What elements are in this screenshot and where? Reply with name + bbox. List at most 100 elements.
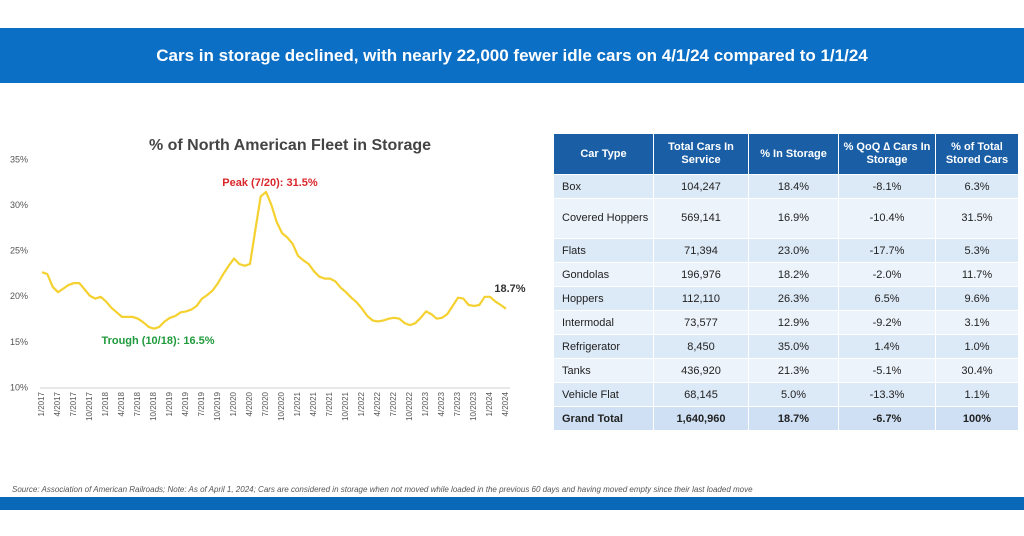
- table-cell: 16.9%: [748, 198, 839, 239]
- x-tick-label: 1/2018: [101, 391, 110, 416]
- storage-line: [41, 190, 507, 330]
- x-tick-label: 4/2018: [117, 391, 126, 416]
- column-header: Total Cars In Service: [653, 133, 749, 175]
- y-tick-label: 35%: [10, 154, 28, 164]
- annotation: 18.7%: [494, 283, 525, 295]
- total-row: Grand Total 1,640,960 18.7% -6.7% 100%: [553, 406, 1019, 431]
- table-cell: Box: [553, 174, 654, 199]
- x-tick-label: 10/2023: [469, 391, 478, 420]
- table-cell: 73,577: [653, 310, 749, 335]
- table-cell: -8.1%: [838, 174, 936, 199]
- table-cell: 1.1%: [935, 382, 1019, 407]
- table-cell: 12.9%: [748, 310, 839, 335]
- source-note: Source: Association of American Railroad…: [12, 485, 753, 494]
- table-cell: 11.7%: [935, 262, 1019, 287]
- x-tick-label: 4/2023: [437, 391, 446, 416]
- annotation: Trough (10/18): 16.5%: [101, 335, 214, 347]
- x-tick-label: 1/2017: [37, 391, 46, 416]
- table-cell: 436,920: [653, 358, 749, 383]
- table-cell: Covered Hoppers: [553, 198, 654, 239]
- x-tick-label: 10/2019: [213, 391, 222, 420]
- x-tick-label: 1/2024: [485, 391, 494, 416]
- chart: % of North American Fleet in Storage 10%…: [10, 137, 526, 421]
- x-tick-label: 10/2018: [149, 391, 158, 420]
- x-tick-label: 10/2021: [341, 391, 350, 420]
- column-header: Car Type: [553, 133, 654, 175]
- x-tick-label: 7/2023: [453, 391, 462, 416]
- table-cell: 8,450: [653, 334, 749, 359]
- table-cell: 5.3%: [935, 238, 1019, 263]
- x-tick-label: 4/2024: [501, 391, 510, 416]
- total-cell: 100%: [935, 406, 1019, 431]
- table-cell: 112,110: [653, 286, 749, 311]
- table-cell: 1.0%: [935, 334, 1019, 359]
- annotation: Peak (7/20): 31.5%: [222, 177, 318, 189]
- y-tick-label: 20%: [10, 291, 28, 301]
- table-row: Vehicle Flat 68,145 5.0% -13.3% 1.1%: [553, 382, 1019, 407]
- table-cell: 569,141: [653, 198, 749, 239]
- x-tick-label: 7/2020: [261, 391, 270, 416]
- x-tick-label: 1/2019: [165, 391, 174, 416]
- table-cell: 26.3%: [748, 286, 839, 311]
- table-row: Refrigerator 8,450 35.0% 1.4% 1.0%: [553, 334, 1019, 359]
- table-cell: 68,145: [653, 382, 749, 407]
- total-cell: 1,640,960: [653, 406, 749, 431]
- table-row: Box 104,247 18.4% -8.1% 6.3%: [553, 174, 1019, 199]
- table-row: Flats 71,394 23.0% -17.7% 5.3%: [553, 238, 1019, 263]
- x-tick-label: 4/2019: [181, 391, 190, 416]
- table-cell: Tanks: [553, 358, 654, 383]
- x-tick-label: 4/2022: [373, 391, 382, 416]
- y-tick-label: 25%: [10, 246, 28, 256]
- table-cell: 196,976: [653, 262, 749, 287]
- x-tick-label: 10/2020: [277, 391, 286, 420]
- table-cell: 21.3%: [748, 358, 839, 383]
- table-cell: 6.3%: [935, 174, 1019, 199]
- table-cell: Refrigerator: [553, 334, 654, 359]
- chart-title: % of North American Fleet in Storage: [149, 137, 431, 154]
- table-cell: 3.1%: [935, 310, 1019, 335]
- table-cell: Flats: [553, 238, 654, 263]
- y-tick-label: 10%: [10, 382, 28, 392]
- column-header: % In Storage: [748, 133, 839, 175]
- x-tick-label: 4/2017: [53, 391, 62, 416]
- table-cell: -17.7%: [838, 238, 936, 263]
- x-tick-label: 7/2018: [133, 391, 142, 416]
- table-cell: Gondolas: [553, 262, 654, 287]
- table-cell: Vehicle Flat: [553, 382, 654, 407]
- footer-bar: [0, 497, 1024, 510]
- table-row: Gondolas 196,976 18.2% -2.0% 11.7%: [553, 262, 1019, 287]
- x-tick-label: 4/2021: [309, 391, 318, 416]
- table-cell: -10.4%: [838, 198, 936, 239]
- table-cell: 5.0%: [748, 382, 839, 407]
- storage-table: Car Type Total Cars In Service% In Storag…: [553, 133, 1019, 431]
- table-cell: -9.2%: [838, 310, 936, 335]
- table-cell: 71,394: [653, 238, 749, 263]
- y-tick-label: 30%: [10, 200, 28, 210]
- table-cell: 9.6%: [935, 286, 1019, 311]
- table-cell: 31.5%: [935, 198, 1019, 239]
- x-tick-label: 1/2020: [229, 391, 238, 416]
- column-header: % of Total Stored Cars: [935, 133, 1019, 175]
- table-cell: 6.5%: [838, 286, 936, 311]
- x-tick-label: 10/2022: [405, 391, 414, 420]
- column-header: % QoQ ∆ Cars In Storage: [838, 133, 936, 175]
- table-cell: -13.3%: [838, 382, 936, 407]
- table-row: Intermodal 73,577 12.9% -9.2% 3.1%: [553, 310, 1019, 335]
- table-cell: 30.4%: [935, 358, 1019, 383]
- table-row: Covered Hoppers 569,141 16.9% -10.4% 31.5%: [553, 198, 1019, 239]
- x-tick-label: 1/2022: [357, 391, 366, 416]
- table-cell: 35.0%: [748, 334, 839, 359]
- banner-title: Cars in storage declined, with nearly 22…: [0, 28, 1024, 83]
- x-tick-label: 7/2017: [69, 391, 78, 416]
- table-cell: Intermodal: [553, 310, 654, 335]
- x-tick-label: 1/2021: [293, 391, 302, 416]
- table-cell: -2.0%: [838, 262, 936, 287]
- table-cell: 1.4%: [838, 334, 936, 359]
- total-cell: -6.7%: [838, 406, 936, 431]
- table-cell: 104,247: [653, 174, 749, 199]
- table-cell: 18.4%: [748, 174, 839, 199]
- table-cell: Hoppers: [553, 286, 654, 311]
- total-cell: Grand Total: [553, 406, 654, 431]
- table-cell: 23.0%: [748, 238, 839, 263]
- x-tick-label: 7/2019: [197, 391, 206, 416]
